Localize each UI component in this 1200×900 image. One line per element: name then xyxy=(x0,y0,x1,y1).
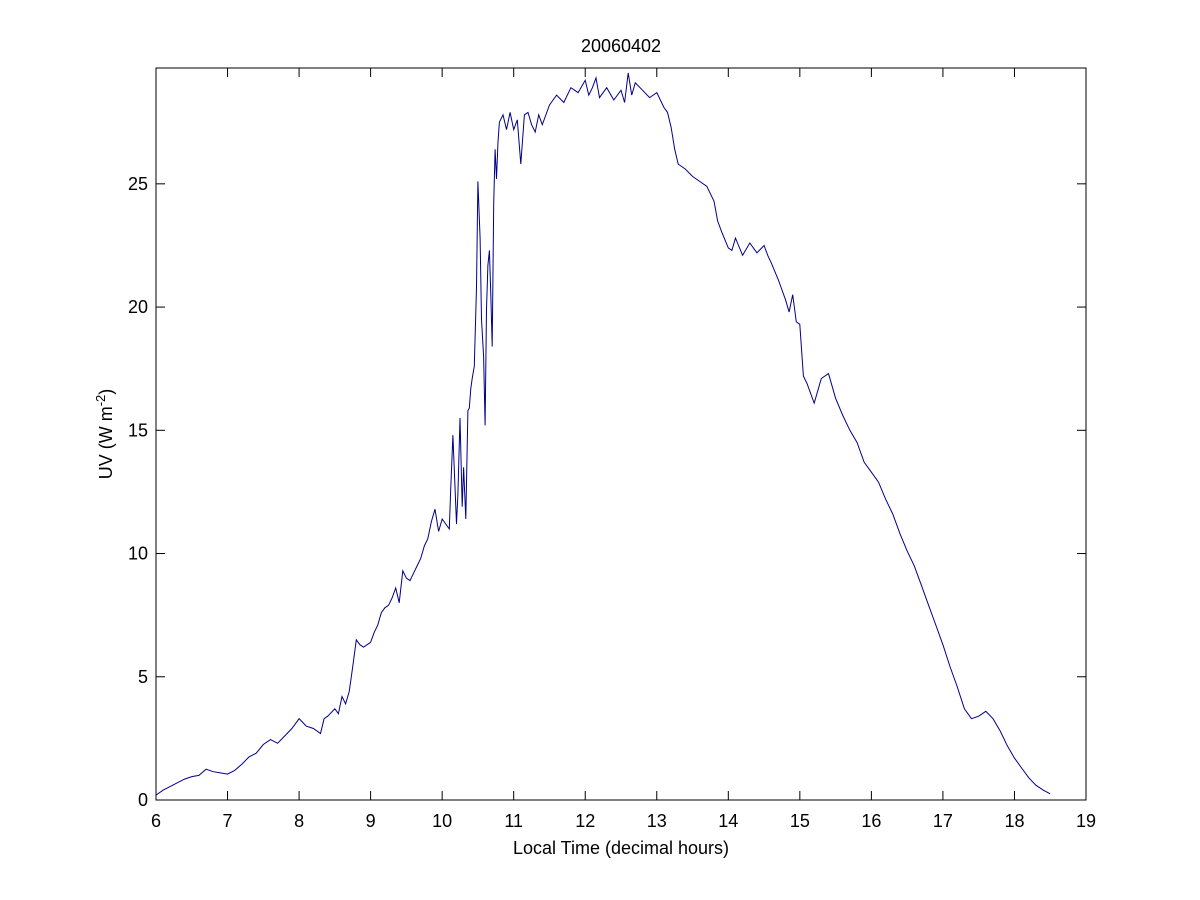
x-tick-label: 19 xyxy=(1076,811,1096,831)
y-axis-title-superscript: -2 xyxy=(93,395,108,407)
x-tick-label: 14 xyxy=(718,811,738,831)
x-tick-label: 12 xyxy=(575,811,595,831)
x-tick-label: 11 xyxy=(504,811,523,831)
y-tick-labels: 0 5 10 15 20 25 xyxy=(128,174,148,810)
plot-area xyxy=(155,67,1087,801)
x-tick-labels: 6 7 8 9 10 11 12 13 14 15 16 17 18 19 xyxy=(151,811,1096,831)
x-tick-label: 8 xyxy=(294,811,304,831)
x-tick-label: 7 xyxy=(223,811,233,831)
x-tick-label: 10 xyxy=(432,811,452,831)
chart-title: 20060402 xyxy=(581,36,661,56)
y-tick-label: 10 xyxy=(128,544,148,564)
x-tick-label: 17 xyxy=(933,811,953,831)
y-axis-title-main: UV (W m xyxy=(96,406,116,479)
y-axis-title: UV (W m-2) xyxy=(93,389,117,480)
x-tick-label: 13 xyxy=(647,811,667,831)
x-tick-label: 15 xyxy=(790,811,810,831)
y-axis-title-close: ) xyxy=(96,389,116,395)
x-axis-title: Local Time (decimal hours) xyxy=(513,838,729,858)
y-tick-label: 15 xyxy=(128,420,148,440)
y-tick-label: 20 xyxy=(128,297,148,317)
x-tick-label: 18 xyxy=(1004,811,1024,831)
axis-ticks xyxy=(155,68,1087,801)
y-tick-label: 5 xyxy=(138,667,148,687)
y-tick-label: 25 xyxy=(128,174,148,194)
y-tick-label: 0 xyxy=(138,790,148,810)
uv-series-line xyxy=(155,72,1051,796)
x-tick-label: 9 xyxy=(366,811,376,831)
x-tick-label: 16 xyxy=(861,811,881,831)
x-tick-label: 6 xyxy=(151,811,161,831)
